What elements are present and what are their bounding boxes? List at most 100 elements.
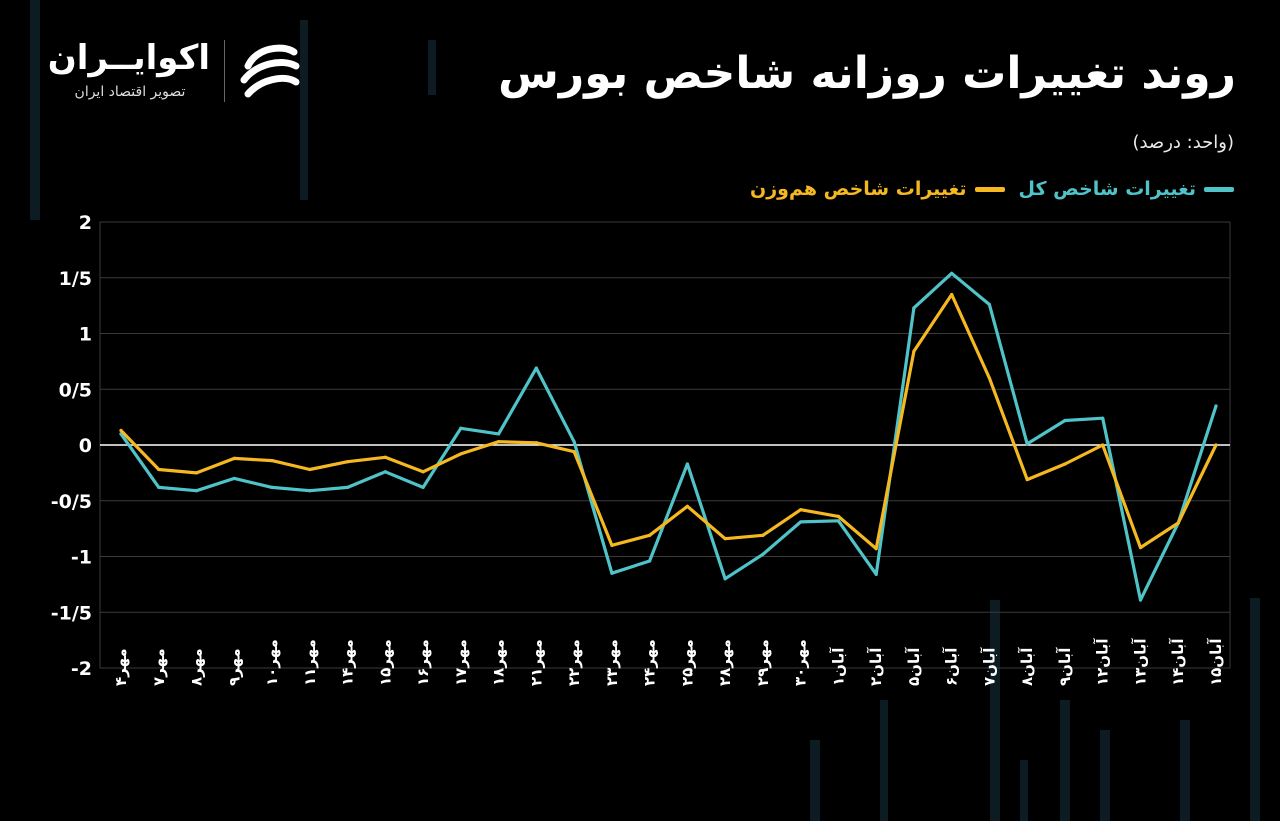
background-bar (810, 740, 820, 821)
x-tick-label: مهر۷ (150, 648, 168, 686)
data-point-equal-weight-index (270, 459, 274, 463)
x-tick-label: مهر۲۴ (641, 639, 659, 686)
data-point-equal-weight-index (119, 428, 123, 433)
data-point-total-index (496, 432, 501, 436)
unit-label: (واحد: درصد) (1132, 132, 1234, 153)
data-point-total-index (1214, 404, 1218, 408)
data-point-equal-weight-index (1214, 443, 1218, 447)
data-point-equal-weight-index (572, 450, 576, 454)
x-axis: مهر۴ مهر۷ مهر۸ مهر۹ مهر۱۰ مهر۱۱ مهر۱۴ مهر۱۵ مهر۱… (112, 638, 1225, 686)
y-tick-label: -2 (71, 658, 92, 680)
data-point-equal-weight-index (912, 349, 916, 353)
x-tick-label: مهر۱۴ (339, 639, 357, 686)
data-point-total-index (1025, 442, 1029, 446)
data-point-equal-weight-index (157, 467, 161, 472)
y-tick-label: -1/5 (51, 602, 92, 624)
data-point-total-index (194, 489, 199, 493)
x-tick-label: مهر۱۰ (263, 639, 281, 686)
y-tick-label: 1/5 (59, 268, 92, 290)
y-tick-label: -1 (71, 547, 92, 569)
data-point-total-index (723, 577, 727, 581)
data-point-total-index (1063, 418, 1067, 423)
data-point-equal-weight-index (496, 440, 501, 444)
background-bar (1180, 720, 1190, 821)
data-point-equal-weight-index (421, 470, 425, 474)
data-point-equal-weight-index (874, 547, 878, 551)
data-point-total-index (1138, 598, 1143, 602)
x-tick-label: آبان۲ (867, 647, 885, 686)
data-point-equal-weight-index (383, 455, 387, 459)
x-tick-label: مهر۱۶ (414, 639, 432, 686)
brand-tagline: تصویر اقتصاد ایران (74, 84, 186, 100)
background-bar (30, 0, 40, 220)
data-point-equal-weight-index (345, 460, 350, 464)
data-point-equal-weight-index (610, 543, 614, 547)
series-line-equal-weight-index (119, 292, 1218, 551)
data-point-total-index (157, 485, 161, 489)
data-point-total-index (874, 572, 878, 576)
background-bar (880, 700, 888, 821)
y-tick-label: 2 (79, 212, 92, 234)
x-tick-label: مهر۴ (112, 648, 130, 686)
data-point-equal-weight-index (799, 508, 803, 512)
x-tick-label: آبان۸ (1018, 647, 1036, 686)
x-tick-label: مهر۱۷ (452, 639, 470, 686)
data-point-equal-weight-index (836, 514, 841, 518)
y-tick-label: 0 (79, 435, 92, 457)
logo-divider (224, 40, 225, 102)
data-point-total-index (345, 485, 350, 489)
data-point-total-index (270, 485, 274, 489)
x-tick-label: مهر۲۱ (527, 639, 545, 686)
x-tick-label: مهر۱۵ (376, 639, 394, 686)
background-bar (1060, 700, 1070, 821)
x-tick-label: آبان۶ (943, 647, 961, 686)
legend-label-equal-weight-index: تغییرات شاخص هم‌وزن (750, 178, 967, 200)
y-axis: 2 1/5 1 0/5 0 -0/5 -1 -1/5 -2 (51, 212, 92, 680)
chart-title: روند تغییرات روزانه شاخص بورس (498, 48, 1236, 99)
x-tick-label: مهر۸ (188, 648, 206, 686)
x-tick-label: مهر۲۲ (565, 639, 583, 686)
x-tick-label: آبان۱۳ (1131, 638, 1149, 686)
x-tick-label: مهر۲۹ (754, 639, 772, 686)
x-tick-label: آبان۱۲ (1094, 638, 1112, 686)
chart-series (119, 271, 1218, 602)
data-point-equal-weight-index (194, 471, 199, 475)
data-point-equal-weight-index (987, 376, 992, 380)
data-point-equal-weight-index (950, 292, 954, 297)
x-tick-label: آبان۵ (905, 647, 923, 686)
x-tick-label: مهر۲۸ (716, 639, 734, 686)
data-point-equal-weight-index (1138, 545, 1143, 550)
data-point-total-index (648, 559, 652, 563)
data-point-equal-weight-index (648, 533, 652, 537)
ecoiran-logo-icon (240, 44, 300, 98)
legend-item-total-index: تغییرات شاخص کل (1019, 178, 1234, 200)
x-tick-label: مهر۱۱ (301, 639, 319, 686)
y-tick-label: 0/5 (59, 379, 92, 401)
y-tick-label: 1 (79, 324, 92, 346)
data-point-equal-weight-index (1063, 462, 1067, 466)
data-point-equal-weight-index (1025, 477, 1029, 482)
data-point-total-index (761, 552, 765, 556)
x-tick-label: آبان۷ (980, 647, 998, 686)
data-point-total-index (308, 489, 312, 493)
data-point-total-index (912, 306, 916, 310)
data-point-equal-weight-index (1176, 521, 1180, 525)
data-point-total-index (836, 519, 841, 523)
data-point-equal-weight-index (723, 537, 727, 541)
data-point-equal-weight-index (459, 452, 463, 456)
chart-legend: تغییرات شاخص کل تغییرات شاخص هم‌وزن (750, 178, 1234, 200)
x-tick-label: مهر۲۵ (678, 639, 696, 686)
x-tick-label: آبان۱۵ (1207, 638, 1225, 686)
data-point-equal-weight-index (232, 456, 236, 460)
brand-logo: اکوایــران تصویر اقتصاد ایران (48, 34, 310, 108)
data-point-total-index (459, 426, 463, 430)
data-point-total-index (534, 366, 538, 370)
data-point-total-index (421, 485, 425, 489)
y-tick-label: -0/5 (51, 491, 92, 513)
data-point-equal-weight-index (1101, 443, 1105, 447)
x-tick-label: آبان۱ (829, 647, 847, 686)
series-line-total-index (119, 271, 1218, 602)
data-point-total-index (1101, 416, 1105, 420)
